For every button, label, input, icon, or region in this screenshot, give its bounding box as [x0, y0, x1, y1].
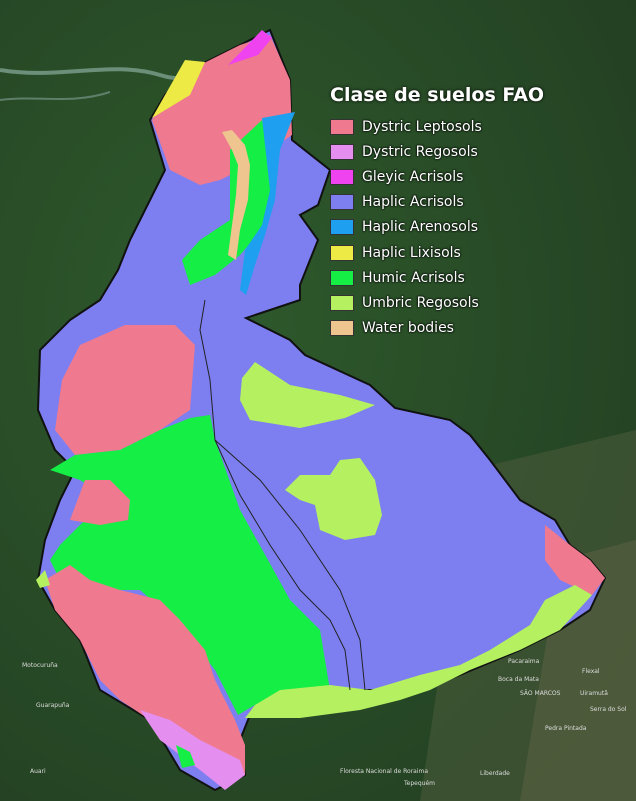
place-label: Auari — [30, 768, 46, 775]
place-label: Flexal — [582, 668, 600, 675]
legend-item: Haplic Lixisols — [330, 240, 544, 265]
place-label: Liberdade — [480, 770, 510, 777]
legend: Clase de suelos FAO Dystric Leptosols Dy… — [330, 84, 544, 341]
soil-haplic-arenosols — [240, 112, 295, 295]
legend-item: Gleyic Acrisols — [330, 164, 544, 189]
soil-dystric-leptosols — [545, 525, 605, 595]
legend-label: Water bodies — [362, 320, 454, 337]
legend-item: Haplic Acrisols — [330, 190, 544, 215]
place-label: Tepequém — [404, 780, 435, 787]
place-label: Serra do Sol — [590, 706, 627, 713]
legend-title: Clase de suelos FAO — [330, 84, 545, 106]
legend-item: Dystric Regosols — [330, 139, 544, 164]
place-label: Pacaraima — [508, 658, 540, 665]
soil-dystric-leptosols — [55, 325, 195, 455]
legend-items: Dystric Leptosols Dystric Regosols Gleyi… — [330, 114, 544, 341]
place-label: Floresta Nacional de Roraima — [340, 768, 429, 775]
legend-label: Humic Acrisols — [362, 269, 465, 286]
legend-swatch — [330, 219, 354, 236]
place-label: Uiramutã — [580, 690, 608, 697]
soil-humic-acrisols — [176, 745, 195, 768]
soil-gleyic-acrisols — [228, 30, 272, 65]
legend-swatch — [330, 294, 354, 311]
subbasin-boundary — [214, 439, 366, 691]
legend-item: Haplic Arenosols — [330, 215, 544, 240]
subbasin-boundary — [199, 299, 351, 691]
legend-item: Dystric Leptosols — [330, 114, 544, 139]
legend-label: Umbric Regosols — [362, 294, 479, 311]
legend-label: Gleyic Acrisols — [362, 168, 464, 185]
soil-dystric-regosols — [140, 710, 245, 790]
legend-label: Dystric Leptosols — [362, 118, 482, 135]
legend-label: Haplic Acrisols — [362, 194, 464, 211]
soil-haplic-lixisols — [152, 60, 205, 118]
legend-swatch — [330, 269, 354, 286]
legend-label: Dystric Regosols — [362, 143, 478, 160]
soil-umbric-regosols — [245, 585, 592, 718]
place-label: Guarapuña — [36, 702, 70, 709]
place-label: SÃO MARCOS — [520, 690, 561, 697]
legend-label: Haplic Arenosols — [362, 219, 479, 236]
soil-dystric-leptosols — [45, 565, 245, 780]
legend-swatch — [330, 244, 354, 261]
legend-swatch — [330, 194, 354, 211]
legend-swatch — [330, 168, 354, 185]
soil-umbric-regosols — [240, 362, 375, 428]
terrain-patch — [520, 540, 636, 801]
soil-water-bodies — [222, 130, 250, 260]
soil-dystric-leptosols — [70, 480, 130, 525]
legend-item: Humic Acrisols — [330, 265, 544, 290]
legend-item: Water bodies — [330, 316, 544, 341]
place-label: Boca da Mata — [498, 676, 539, 683]
legend-label: Haplic Lixisols — [362, 244, 461, 261]
legend-swatch — [330, 320, 354, 337]
soil-umbric-regosols — [285, 458, 382, 540]
river — [0, 91, 111, 101]
legend-swatch — [330, 118, 354, 135]
place-label: Motocuruña — [22, 662, 58, 669]
place-label: Pedra Pintada — [545, 725, 587, 732]
legend-swatch — [330, 143, 354, 160]
legend-item: Umbric Regosols — [330, 290, 544, 315]
soil-umbric-regosols — [36, 570, 50, 588]
